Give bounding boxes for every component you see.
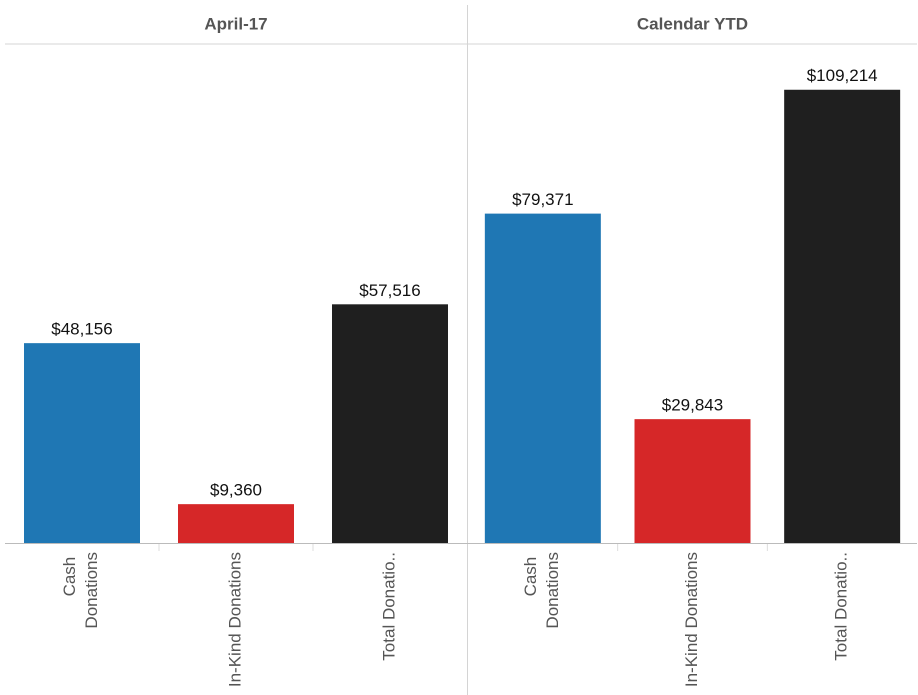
bar	[24, 343, 140, 543]
x-tick-label: In-Kind Donations	[225, 552, 244, 687]
value-label: $79,371	[512, 190, 573, 209]
bar	[634, 419, 751, 543]
value-label: $48,156	[51, 320, 112, 339]
value-label: $9,360	[210, 481, 262, 500]
x-tick-label: Cash Donations	[521, 552, 562, 629]
panel-title: Calendar YTD	[637, 14, 748, 33]
bar	[784, 89, 901, 543]
bar	[178, 504, 294, 543]
x-tick-label: Total Donatio..	[379, 552, 398, 661]
x-tick-label: Cash Donations	[60, 552, 101, 629]
x-tick-label: In-Kind Donations	[682, 552, 701, 687]
value-label: $109,214	[807, 66, 878, 85]
bar	[332, 304, 448, 543]
x-tick-label: Total Donatio..	[832, 552, 851, 661]
value-label: $29,843	[662, 396, 723, 415]
panel-title: April-17	[204, 14, 267, 33]
value-label: $57,516	[359, 281, 420, 300]
bar	[484, 213, 601, 543]
